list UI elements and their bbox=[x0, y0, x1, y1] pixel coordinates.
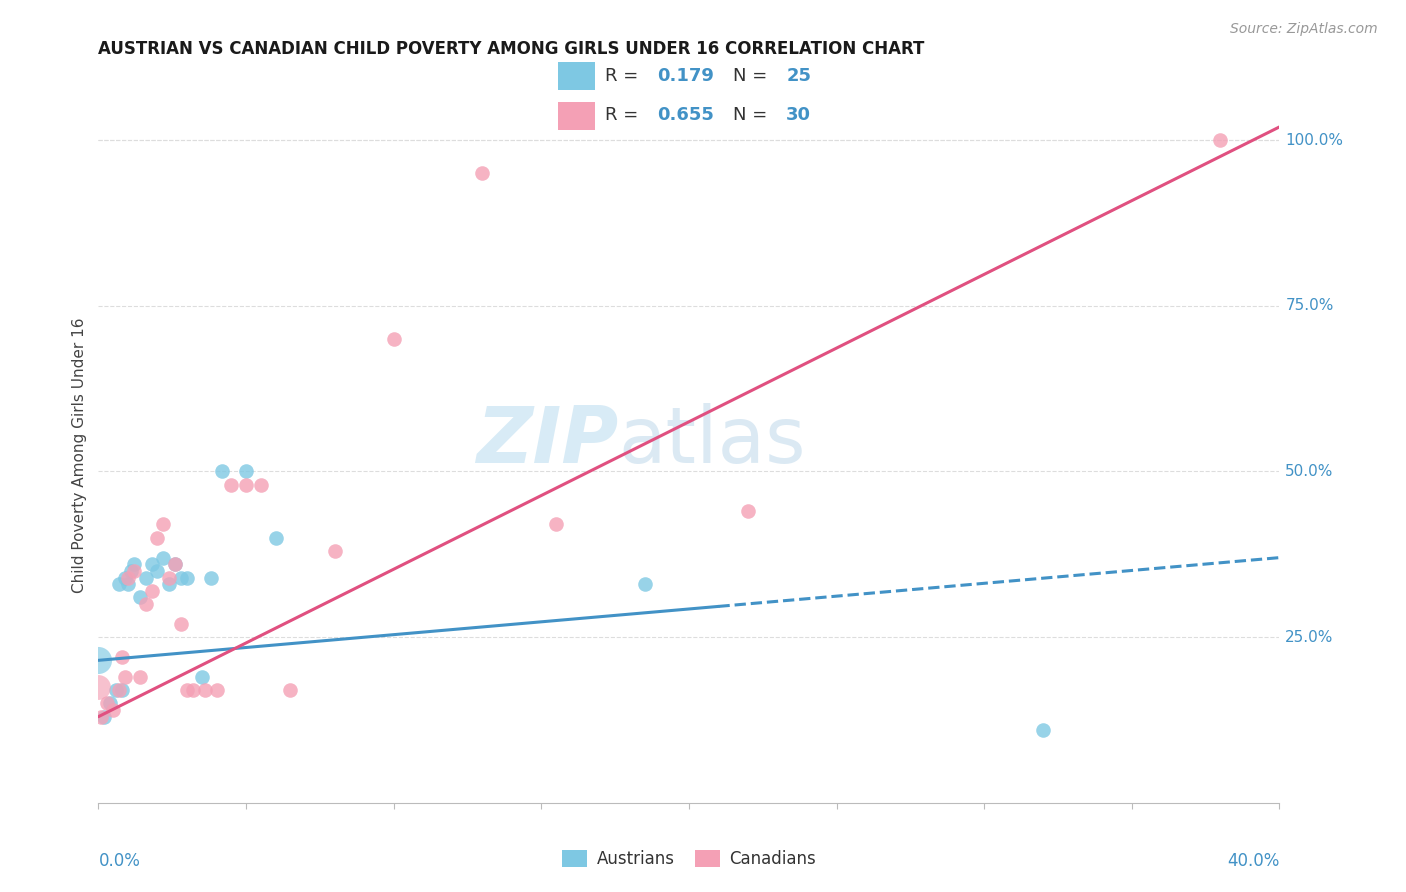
Point bbox=[278, 683, 302, 698]
Text: R =: R = bbox=[605, 68, 644, 86]
Point bbox=[93, 709, 115, 723]
Point bbox=[105, 683, 128, 698]
Point bbox=[235, 477, 257, 491]
Text: 25: 25 bbox=[786, 68, 811, 86]
Point bbox=[146, 564, 169, 578]
Point bbox=[128, 670, 150, 684]
Point bbox=[152, 550, 174, 565]
Point bbox=[165, 558, 187, 572]
Point bbox=[141, 558, 163, 572]
Bar bbox=[558, 62, 595, 90]
Point bbox=[128, 591, 150, 605]
Point bbox=[633, 577, 655, 591]
Point bbox=[141, 583, 163, 598]
Point bbox=[176, 570, 198, 584]
Text: 0.655: 0.655 bbox=[658, 106, 714, 124]
Point bbox=[170, 570, 193, 584]
Point bbox=[98, 697, 121, 711]
Point bbox=[211, 465, 233, 479]
Point bbox=[114, 570, 136, 584]
Text: 100.0%: 100.0% bbox=[1285, 133, 1343, 148]
Point bbox=[170, 616, 193, 631]
Point bbox=[135, 570, 157, 584]
Point bbox=[90, 709, 112, 723]
Point bbox=[323, 544, 346, 558]
Text: 30: 30 bbox=[786, 106, 811, 124]
Text: 40.0%: 40.0% bbox=[1227, 852, 1279, 870]
Point bbox=[87, 653, 110, 667]
Text: 25.0%: 25.0% bbox=[1285, 630, 1334, 645]
Point bbox=[157, 570, 180, 584]
Point bbox=[200, 570, 222, 584]
Point bbox=[191, 670, 214, 684]
Point bbox=[146, 531, 169, 545]
Point bbox=[96, 697, 118, 711]
Point bbox=[264, 531, 287, 545]
Text: ZIP: ZIP bbox=[475, 403, 619, 479]
Text: N =: N = bbox=[734, 68, 773, 86]
Text: AUSTRIAN VS CANADIAN CHILD POVERTY AMONG GIRLS UNDER 16 CORRELATION CHART: AUSTRIAN VS CANADIAN CHILD POVERTY AMONG… bbox=[98, 40, 925, 58]
Point bbox=[120, 564, 142, 578]
Point bbox=[205, 683, 228, 698]
Point bbox=[194, 683, 217, 698]
Point bbox=[111, 650, 134, 665]
Point bbox=[122, 558, 145, 572]
Point bbox=[219, 477, 242, 491]
Point bbox=[135, 597, 157, 611]
Point bbox=[1032, 723, 1054, 737]
Point bbox=[117, 570, 139, 584]
Text: atlas: atlas bbox=[619, 403, 806, 479]
Point bbox=[108, 577, 131, 591]
Text: Source: ZipAtlas.com: Source: ZipAtlas.com bbox=[1230, 22, 1378, 37]
Point bbox=[235, 465, 257, 479]
Point bbox=[111, 683, 134, 698]
Text: 0.0%: 0.0% bbox=[98, 852, 141, 870]
Text: 75.0%: 75.0% bbox=[1285, 298, 1334, 313]
Point bbox=[157, 577, 180, 591]
Bar bbox=[558, 102, 595, 130]
Point bbox=[382, 332, 405, 346]
Point bbox=[165, 558, 187, 572]
Y-axis label: Child Poverty Among Girls Under 16: Child Poverty Among Girls Under 16 bbox=[72, 318, 87, 592]
Point bbox=[1209, 133, 1232, 147]
Point bbox=[250, 477, 273, 491]
Point bbox=[117, 577, 139, 591]
Legend: Austrians, Canadians: Austrians, Canadians bbox=[555, 843, 823, 874]
Point bbox=[737, 504, 759, 518]
Text: 0.179: 0.179 bbox=[658, 68, 714, 86]
Point bbox=[122, 564, 145, 578]
Point bbox=[152, 517, 174, 532]
Point bbox=[176, 683, 198, 698]
Text: 50.0%: 50.0% bbox=[1285, 464, 1334, 479]
Point bbox=[108, 683, 131, 698]
Point bbox=[471, 166, 494, 180]
Point bbox=[114, 670, 136, 684]
Point bbox=[181, 683, 204, 698]
Point bbox=[103, 703, 125, 717]
Text: N =: N = bbox=[734, 106, 773, 124]
Point bbox=[544, 517, 567, 532]
Point bbox=[87, 680, 110, 694]
Text: R =: R = bbox=[605, 106, 644, 124]
